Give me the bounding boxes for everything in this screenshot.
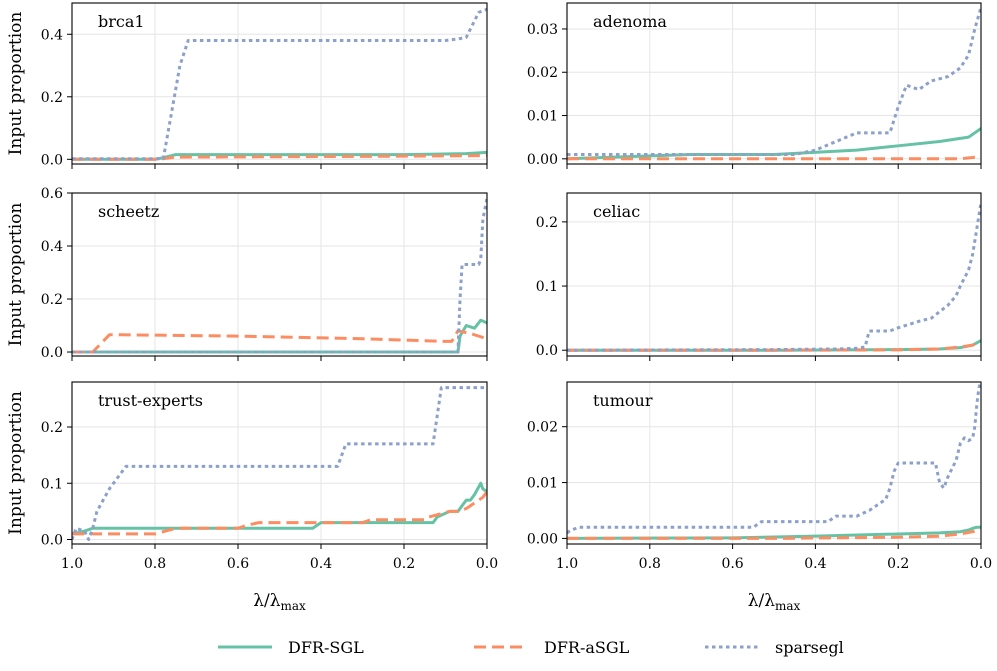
x-axis-title-main: λ/λ [253, 591, 281, 611]
x-tick-label: 0.6 [227, 556, 249, 572]
series-group-scheetz [72, 198, 487, 354]
y-tick-label: 0.00 [527, 152, 558, 168]
panel-frame-trust-experts [71, 381, 488, 545]
series-group-brca1 [72, 7, 487, 161]
legend: DFR-SGL DFR-aSGL sparsegl [218, 638, 844, 657]
panel-title-trust-experts: trust-experts [98, 391, 203, 410]
x-tick-label: 0.8 [144, 556, 166, 572]
x-tick-label: 0.4 [310, 556, 332, 572]
series-line-dfr-sgl-scheetz [72, 318, 487, 354]
x-axis-title-sub: max [775, 599, 801, 613]
x-tick-label: 0.2 [393, 556, 415, 572]
panel-frame-celiac [566, 192, 982, 357]
y-axis-title: Input proportion [6, 12, 26, 156]
x-tick-label: 0.8 [639, 556, 661, 572]
y-tick-label: 0.02 [527, 420, 558, 436]
panel-adenoma: 0.00 0.01 0.02 0.03 adenoma [527, 2, 982, 169]
y-tick-label: 0.0 [536, 343, 558, 359]
panel-frame-tumour [566, 381, 982, 545]
y-tick-label: 0.01 [527, 476, 558, 492]
y-tick-label: 0.01 [527, 109, 558, 125]
y-tick-label: 0.2 [536, 215, 558, 231]
legend-label-sparsegl: sparsegl [775, 638, 844, 657]
series-line-dfr-sgl-trust-experts [72, 481, 487, 536]
panel-title-brca1: brca1 [98, 12, 145, 31]
y-tick-label: 0.0 [41, 152, 63, 168]
y-tick-label: 0.2 [41, 420, 63, 436]
y-tick-label: 0.1 [41, 476, 63, 492]
series-line-dfr-asgl-tumour [567, 528, 981, 540]
y-tick-label: 0.03 [527, 22, 558, 38]
series-group-celiac [567, 202, 981, 352]
x-tick-label: 0.2 [887, 556, 909, 572]
x-tick-label: 0.6 [721, 556, 743, 572]
x-tick-label: 0.4 [804, 556, 826, 572]
panel-title-adenoma: adenoma [593, 12, 667, 31]
y-tick-label: 0.6 [41, 186, 63, 202]
y-axis-title: Input proportion [6, 391, 26, 535]
x-axis-title: λ/λmax [253, 591, 306, 613]
x-axis-title: λ/λmax [748, 591, 801, 613]
x-axis-title-sub: max [280, 599, 306, 613]
panel-title-celiac: celiac [593, 202, 640, 221]
series-line-dfr-asgl-adenoma [567, 154, 981, 161]
series-line-sparsegl-celiac [567, 202, 981, 352]
x-tick-label: 0.0 [970, 556, 992, 572]
x-axis-title-main: λ/λ [748, 591, 776, 611]
panel-frame-brca1 [71, 2, 488, 165]
panel-title-tumour: tumour [593, 391, 653, 410]
panel-title-scheetz: scheetz [98, 202, 159, 221]
panel-scheetz: 0.0 0.2 0.4 0.6 scheetz Input proportion [6, 186, 488, 361]
x-tick-label: 1.0 [61, 556, 83, 572]
y-tick-label: 0.2 [41, 292, 63, 308]
series-line-sparsegl-brca1 [72, 7, 487, 161]
series-line-dfr-asgl-scheetz [72, 329, 487, 354]
series-line-dfr-sgl-tumour [567, 525, 981, 540]
y-tick-label: 0.4 [41, 27, 63, 43]
series-group-tumour [567, 382, 981, 540]
y-axis-title: Input proportion [6, 203, 26, 347]
series-line-dfr-asgl-brca1 [72, 154, 487, 161]
y-tick-label: 0.00 [527, 531, 558, 547]
x-tick-label: 0.0 [476, 556, 498, 572]
y-tick-label: 0.1 [536, 279, 558, 295]
y-tick-label: 0.4 [41, 239, 63, 255]
series-line-sparsegl-trust-experts [72, 386, 487, 541]
y-tick-label: 0.02 [527, 65, 558, 81]
panel-frame-scheetz [71, 192, 488, 357]
panel-tumour: 0.00 0.01 0.02 1.0 0.8 0.6 0.4 0.2 0.0 tumour [527, 381, 992, 572]
series-line-dfr-asgl-celiac [567, 341, 981, 352]
panel-frame-adenoma [566, 2, 982, 165]
series-line-dfr-asgl-trust-experts [72, 490, 487, 536]
series-line-dfr-sgl-adenoma [567, 127, 981, 161]
legend-label-dfr-sgl: DFR-SGL [288, 638, 364, 657]
x-tick-label: 1.0 [556, 556, 578, 572]
panel-trust-experts: 0.0 0.1 0.2 1.0 0.8 0.6 0.4 0.2 0.0 trust-experts… [6, 381, 498, 572]
legend-label-dfr-asgl: DFR-aSGL [544, 638, 630, 657]
y-tick-label: 0.0 [41, 533, 63, 549]
series-line-sparsegl-scheetz [72, 198, 487, 354]
panel-brca1: 0.0 0.2 0.4 brca1 Input proportion [6, 2, 488, 169]
y-tick-label: 0.2 [41, 90, 63, 106]
series-line-sparsegl-tumour [567, 382, 981, 535]
series-line-sparsegl-adenoma [567, 6, 981, 156]
y-tick-label: 0.0 [41, 345, 63, 361]
series-group-trust-experts [72, 386, 487, 541]
series-group-adenoma [567, 6, 981, 161]
panel-celiac: 0.0 0.1 0.2 celiac [536, 192, 982, 361]
